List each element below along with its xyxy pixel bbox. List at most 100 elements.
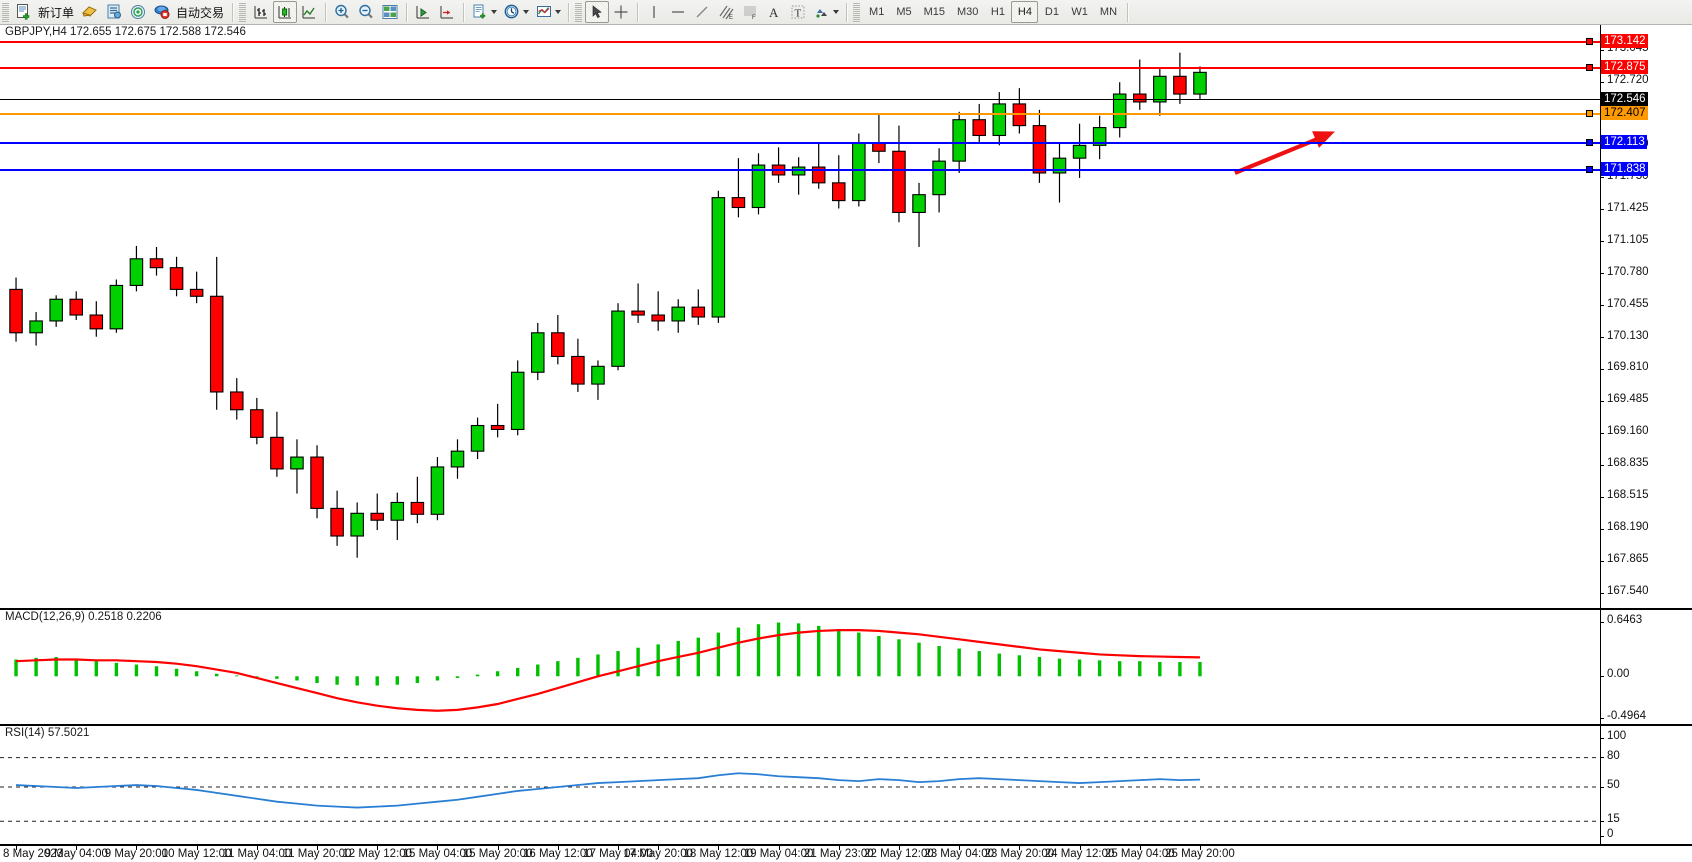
macd-tick-label: -0.4964 xyxy=(1607,710,1647,722)
toolbar-separator-8 xyxy=(1127,2,1129,22)
level-line-172407[interactable] xyxy=(0,113,1600,116)
zoom-in-button[interactable] xyxy=(330,1,354,23)
text-label-button[interactable]: T xyxy=(786,1,810,23)
level-handle-173142[interactable] xyxy=(1586,37,1593,45)
chart-toolbar-grip[interactable] xyxy=(239,2,247,22)
level-line-171838[interactable] xyxy=(0,169,1600,172)
tick-mark xyxy=(1600,621,1604,623)
timeframe-h4[interactable]: H4 xyxy=(1011,1,1039,23)
tile-windows-button[interactable] xyxy=(378,1,402,23)
price-tick-label: 168.190 xyxy=(1607,521,1649,534)
last-price-tag[interactable]: 172.546 xyxy=(1601,92,1648,107)
time-axis-label: 11 May 04:00 xyxy=(222,848,292,860)
tick-mark xyxy=(1600,432,1604,434)
level-line-172875[interactable] xyxy=(0,66,1600,69)
macd-svg xyxy=(14,622,1202,712)
chevron-down-icon-2[interactable] xyxy=(523,10,530,14)
pivot-tag-172407[interactable]: 172.407 xyxy=(1601,106,1648,121)
svg-text:A: A xyxy=(769,5,779,20)
line-chart-button[interactable] xyxy=(297,1,321,23)
drawing-toolbar-grip[interactable] xyxy=(575,2,583,22)
level-handle-172113[interactable] xyxy=(1586,139,1593,147)
arrows-button[interactable] xyxy=(810,1,842,23)
bullish-arrow[interactable] xyxy=(1234,131,1335,175)
macd-pane[interactable]: MACD(12,26,9) 0.2518 0.2206 0.6463 0.00 -0… xyxy=(0,609,1692,725)
timeframe-d1[interactable]: D1 xyxy=(1044,6,1059,18)
timeframe-h1[interactable]: H1 xyxy=(990,6,1005,18)
auto-trading-button[interactable] xyxy=(150,1,174,23)
timeframe-m5[interactable]: M5 xyxy=(896,6,912,18)
level-line-173142[interactable] xyxy=(0,40,1600,43)
zoom-out-button[interactable] xyxy=(354,1,378,23)
time-axis-label: 25 May 04:00 xyxy=(1104,848,1175,860)
fibonacci-button[interactable]: F xyxy=(738,1,762,23)
time-tick xyxy=(778,846,780,850)
time-tick xyxy=(1079,846,1081,850)
price-pane[interactable]: GBPJPY,H4 172.655 172.675 172.588 172.54… xyxy=(0,25,1692,609)
price-tick-label: 168.835 xyxy=(1607,457,1649,470)
chevron-down-icon-3[interactable] xyxy=(555,10,562,14)
toolbar-separator-2 xyxy=(325,2,327,22)
timeframe-m15[interactable]: M15 xyxy=(923,6,945,18)
level-line-172113[interactable] xyxy=(0,142,1600,145)
auto-scroll-button[interactable] xyxy=(411,1,435,23)
toolbar-grip[interactable] xyxy=(2,2,9,22)
timeframe-w1[interactable]: W1 xyxy=(1071,6,1088,18)
level-handle-172407[interactable] xyxy=(1586,110,1593,118)
equidistant-channel-button[interactable]: E xyxy=(714,1,738,23)
price-plot[interactable] xyxy=(0,25,1600,608)
candlestick-chart-button[interactable] xyxy=(273,1,298,23)
time-tick xyxy=(1019,846,1021,850)
crosshair-button[interactable] xyxy=(609,1,633,23)
candlestick-svg xyxy=(9,52,1335,558)
indicators-button[interactable] xyxy=(468,1,500,23)
rsi-tick-label: 80 xyxy=(1607,749,1620,762)
timeframe-m1[interactable]: M1 xyxy=(869,6,885,18)
time-axis[interactable]: 8 May 2023 9 May 04:00 9 May 20:00 10 May 1… xyxy=(0,845,1692,862)
new-order-label[interactable]: 新订单 xyxy=(38,5,75,20)
market-watch-button[interactable] xyxy=(102,1,126,23)
tick-mark xyxy=(1600,820,1604,822)
navigator-button[interactable] xyxy=(126,1,150,23)
chevron-down-icon[interactable] xyxy=(491,10,498,14)
resistance-tag-172875[interactable]: 172.875 xyxy=(1601,59,1648,74)
macd-plot[interactable] xyxy=(0,610,1600,724)
periods-toolbar-grip[interactable] xyxy=(853,2,861,22)
time-axis-label: 9 May 20:00 xyxy=(104,848,169,860)
timeframe-mn[interactable]: MN xyxy=(1099,6,1118,18)
cursor-button[interactable] xyxy=(585,1,610,23)
timeframe-m30[interactable]: M30 xyxy=(957,6,979,18)
horizontal-line-button[interactable] xyxy=(666,1,690,23)
price-scale[interactable]: 173.045172.720172.395172.070171.750171.4… xyxy=(1600,25,1692,608)
support-tag-172113[interactable]: 172.113 xyxy=(1601,135,1647,150)
text-button[interactable]: A xyxy=(762,1,786,23)
tick-mark xyxy=(1600,273,1604,275)
rsi-tick-label: 15 xyxy=(1607,813,1620,826)
bar-chart-button[interactable] xyxy=(249,1,273,23)
templates-button[interactable] xyxy=(532,1,564,23)
time-axis-label: 18 May 12:00 xyxy=(683,848,754,860)
price-tick-label: 172.720 xyxy=(1607,74,1649,87)
toolbar-separator-7 xyxy=(846,2,848,22)
support-tag-171838[interactable]: 171.838 xyxy=(1601,162,1648,177)
rsi-tick-label: 100 xyxy=(1607,730,1627,742)
level-handle-172875[interactable] xyxy=(1586,63,1593,71)
level-handle-171838[interactable] xyxy=(1586,166,1593,174)
chart-area[interactable]: GBPJPY,H4 172.655 172.675 172.588 172.54… xyxy=(0,25,1692,862)
chart-shift-button[interactable] xyxy=(435,1,459,23)
rsi-plot[interactable] xyxy=(0,726,1600,844)
level-line-172546[interactable] xyxy=(0,99,1600,101)
terminal-button[interactable] xyxy=(78,1,102,23)
new-order-button[interactable] xyxy=(12,1,36,23)
vertical-line-button[interactable] xyxy=(642,1,666,23)
auto-trading-label[interactable]: 自动交易 xyxy=(176,5,225,20)
chevron-down-icon-4[interactable] xyxy=(833,10,840,14)
time-tick xyxy=(136,846,138,850)
time-axis-label: 17 May 20:00 xyxy=(623,848,693,860)
timeframe-group: M1 M5 M15 M30 H1 H4 D1 W1 MN xyxy=(863,1,1123,23)
resistance-tag-173142[interactable]: 173.142 xyxy=(1601,33,1648,48)
tick-mark xyxy=(1600,560,1604,562)
rsi-pane[interactable]: RSI(14) 57.5021 100 80 50 15 0 xyxy=(0,725,1692,845)
trendline-button[interactable] xyxy=(690,1,714,23)
periods-button[interactable] xyxy=(500,1,532,23)
